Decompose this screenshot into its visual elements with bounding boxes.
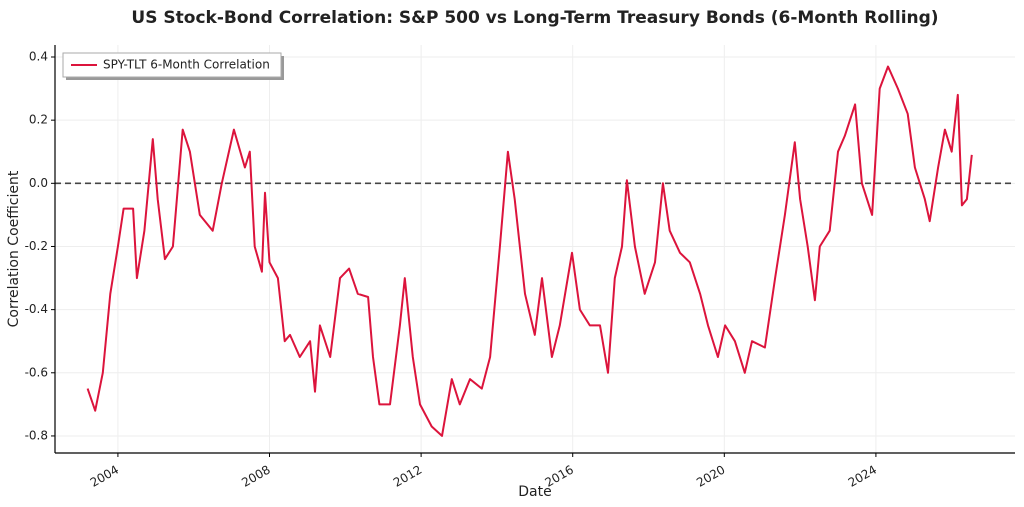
legend-label: SPY-TLT 6-Month Correlation bbox=[103, 58, 270, 72]
x-tick-label: 2020 bbox=[694, 463, 727, 490]
legend-frame bbox=[62, 52, 282, 78]
chart-title: US Stock-Bond Correlation: S&P 500 vs Lo… bbox=[131, 8, 938, 28]
x-tick-label: 2024 bbox=[846, 463, 879, 490]
x-tick-label: 2012 bbox=[391, 463, 424, 490]
x-tick-label: 2008 bbox=[239, 463, 272, 490]
y-tick-label: -0.6 bbox=[25, 365, 48, 379]
x-tick-label: 2004 bbox=[88, 463, 121, 490]
data-line bbox=[86, 65, 973, 437]
y-tick-label: 0.2 bbox=[29, 113, 48, 127]
y-axis-label: Correlation Coefficient bbox=[6, 170, 22, 327]
y-tick-label: -0.8 bbox=[25, 428, 48, 442]
y-tick-label: 0.4 bbox=[29, 50, 48, 64]
legend: SPY-TLT 6-Month Correlation bbox=[62, 52, 284, 80]
y-tick-label: -0.4 bbox=[25, 302, 48, 316]
y-tick-label: -0.2 bbox=[25, 239, 48, 253]
x-axis-label: Date bbox=[518, 484, 551, 500]
x-tick-label: 2016 bbox=[543, 463, 576, 490]
y-tick-label: 0.0 bbox=[29, 176, 48, 190]
